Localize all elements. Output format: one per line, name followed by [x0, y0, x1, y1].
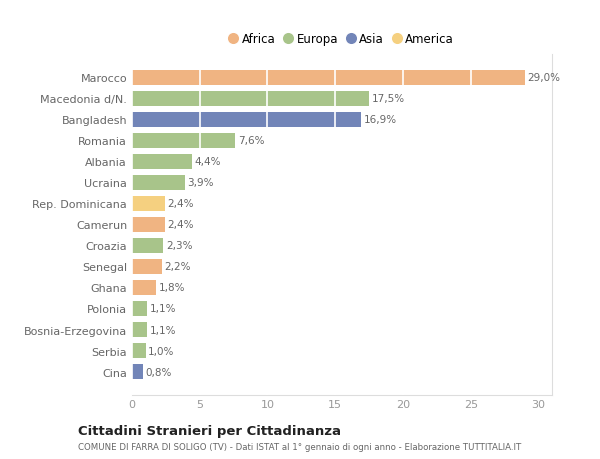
Bar	[132, 280, 157, 296]
Bar	[132, 112, 361, 128]
Bar	[132, 134, 235, 149]
Bar	[132, 154, 191, 169]
Bar	[132, 259, 162, 274]
Bar	[132, 322, 147, 337]
Bar	[132, 238, 163, 253]
Bar	[132, 91, 369, 106]
Bar	[132, 196, 164, 212]
Bar	[132, 301, 147, 316]
Text: 1,1%: 1,1%	[149, 304, 176, 314]
Text: COMUNE DI FARRA DI SOLIGO (TV) - Dati ISTAT al 1° gennaio di ogni anno - Elabora: COMUNE DI FARRA DI SOLIGO (TV) - Dati IS…	[78, 442, 521, 451]
Text: 0,8%: 0,8%	[146, 367, 172, 377]
Text: 2,4%: 2,4%	[167, 199, 194, 209]
Text: 1,1%: 1,1%	[149, 325, 176, 335]
Text: 7,6%: 7,6%	[238, 136, 264, 146]
Bar	[132, 343, 146, 358]
Bar	[132, 175, 185, 190]
Text: Cittadini Stranieri per Cittadinanza: Cittadini Stranieri per Cittadinanza	[78, 424, 341, 437]
Text: 1,8%: 1,8%	[159, 283, 185, 293]
Text: 4,4%: 4,4%	[194, 157, 221, 167]
Bar	[132, 71, 525, 86]
Bar	[132, 364, 143, 379]
Text: 2,3%: 2,3%	[166, 241, 193, 251]
Text: 2,4%: 2,4%	[167, 220, 194, 230]
Text: 16,9%: 16,9%	[364, 115, 397, 125]
Bar	[132, 218, 164, 232]
Legend: Africa, Europa, Asia, America: Africa, Europa, Asia, America	[224, 27, 460, 52]
Text: 29,0%: 29,0%	[527, 73, 560, 83]
Text: 1,0%: 1,0%	[148, 346, 175, 356]
Text: 2,2%: 2,2%	[164, 262, 191, 272]
Text: 3,9%: 3,9%	[188, 178, 214, 188]
Text: 17,5%: 17,5%	[372, 94, 405, 104]
